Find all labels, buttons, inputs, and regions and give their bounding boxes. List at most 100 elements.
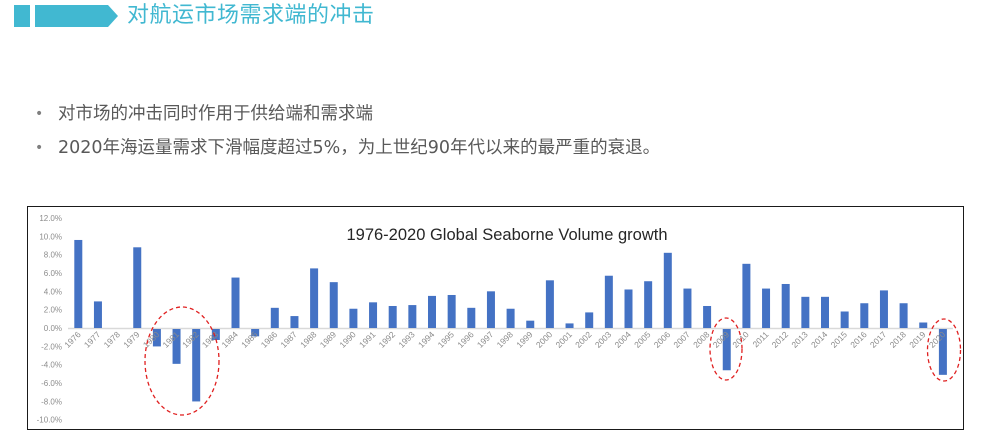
bar-1977 (93, 301, 102, 328)
bullet-item: • 2020年海运量需求下滑幅度超过5%，为上世纪90年代以来的最严重的衰退。 (30, 131, 660, 165)
x-tick-label: 1997 (475, 329, 496, 350)
x-tick-label: 2014 (809, 329, 830, 350)
x-tick-label: 1978 (102, 329, 123, 350)
y-tick-label: 6.0% (44, 269, 62, 278)
bar-2019 (919, 322, 928, 328)
bar-1980 (152, 329, 161, 347)
header-accent-square (14, 5, 30, 27)
x-tick-label: 2017 (868, 329, 889, 350)
x-tick-label: 2013 (789, 329, 810, 350)
bar-1989 (329, 282, 338, 328)
bar-2002 (585, 312, 594, 328)
x-tick-label: 1988 (298, 329, 319, 350)
y-tick-label: 12.0% (39, 214, 62, 223)
bar-1976 (74, 239, 83, 328)
bar-2010 (742, 263, 751, 328)
bar-2005 (644, 281, 653, 328)
x-tick-label: 2006 (652, 329, 673, 350)
y-tick-label: -6.0% (41, 379, 62, 388)
bar-1984 (231, 277, 240, 328)
x-tick-label: 2015 (829, 329, 850, 350)
bullet-text: 对市场的冲击同时作用于供给端和需求端 (58, 104, 373, 124)
y-tick-label: 2.0% (44, 306, 62, 315)
bar-1985 (251, 329, 260, 337)
bar-2017 (879, 290, 888, 328)
bullet-text: 2020年海运量需求下滑幅度超过5%，为上世纪90年代以来的最严重的衰退。 (58, 138, 661, 158)
chart-container: 12.0% 10.0% 8.0% 6.0% 4.0% 2.0% 0.0% -2.0% -4.0%… (27, 206, 964, 430)
bar-1994 (428, 295, 436, 328)
bar-2006 (663, 252, 672, 328)
bar-1988 (310, 268, 319, 328)
x-tick-label: 2005 (632, 329, 653, 350)
bar-1986 (270, 307, 279, 328)
bar-1990 (349, 308, 358, 328)
bar-1991 (369, 302, 378, 328)
x-tick-label: 1976 (62, 329, 83, 350)
x-tick-label: 1977 (82, 329, 103, 350)
bar-1983 (211, 329, 220, 341)
bullet-list: • 对市场的冲击同时作用于供给端和需求端 • 2020年海运量需求下滑幅度超过5%，… (30, 97, 660, 165)
x-tick-label: 1996 (455, 329, 476, 350)
x-tick-label: 1999 (514, 329, 535, 350)
y-tick-label: 8.0% (44, 251, 62, 260)
bar-1993 (408, 305, 417, 328)
bar-2001 (565, 323, 574, 328)
page-title: 对航运市场需求端的冲击 (127, 3, 375, 28)
highlight-ellipse (926, 318, 962, 382)
x-tick-label: 2007 (671, 329, 692, 350)
y-axis: 12.0% 10.0% 8.0% 6.0% 4.0% 2.0% 0.0% -2.0% -4.0%… (37, 214, 62, 425)
x-tick-label: 2002 (573, 329, 594, 350)
bullet-dot-icon: • (35, 140, 44, 156)
bullet-item: • 对市场的冲击同时作用于供给端和需求端 (30, 97, 660, 131)
x-tick-label: 2019 (907, 329, 928, 350)
bar-1979 (133, 247, 142, 328)
x-tick-label: 1989 (318, 329, 339, 350)
highlight-annotations (144, 306, 962, 416)
x-tick-label: 1995 (436, 329, 457, 350)
bar-2003 (604, 275, 613, 328)
y-tick-label: -10.0% (37, 416, 62, 425)
bar-2013 (801, 296, 810, 328)
y-tick-label: -8.0% (41, 397, 62, 406)
bar-1997 (486, 291, 495, 328)
bar-chart: 12.0% 10.0% 8.0% 6.0% 4.0% 2.0% 0.0% -2.0% -4.0%… (37, 214, 962, 425)
x-tick-label: 2012 (770, 329, 791, 350)
bar-2014 (821, 296, 829, 328)
bar-2009 (722, 329, 731, 371)
bar-2018 (899, 303, 908, 328)
x-tick-label: 1987 (278, 329, 299, 350)
bar-1998 (506, 308, 515, 328)
x-tick-label: 1993 (396, 329, 417, 350)
bar-2016 (860, 303, 869, 328)
highlight-ellipse (709, 317, 743, 381)
bar-2004 (624, 289, 633, 328)
x-tick-label: 1986 (259, 329, 280, 350)
bar-1992 (388, 305, 397, 328)
bar-1982 (192, 329, 201, 402)
x-tick-label: 2016 (848, 329, 869, 350)
x-tick-label: 2011 (750, 329, 770, 349)
x-tick-label: 2003 (593, 329, 614, 350)
bar-1999 (526, 320, 535, 328)
x-tick-label: 1998 (495, 329, 516, 350)
x-tick-label: 1979 (121, 329, 142, 350)
x-tick-label: 2008 (691, 329, 712, 350)
x-tick-label: 2004 (612, 329, 633, 350)
x-tick-label: 1990 (337, 329, 358, 350)
bullet-dot-icon: • (35, 106, 44, 122)
chart-title: 1976-2020 Global Seaborne Volume growth (346, 226, 667, 244)
bar-2007 (683, 288, 692, 328)
bar-2011 (762, 288, 771, 328)
x-tick-label: 2018 (888, 329, 909, 350)
bar-1981 (172, 329, 181, 364)
x-tick-label: 1994 (416, 329, 437, 350)
bar-1987 (290, 316, 299, 328)
y-tick-label: -2.0% (41, 342, 62, 351)
bar-2020 (938, 329, 947, 375)
bar-series (74, 239, 947, 402)
highlight-ellipse (144, 306, 220, 416)
x-tick-label: 1991 (357, 329, 378, 350)
y-tick-label: 10.0% (39, 232, 62, 241)
x-tick-label: 1992 (377, 329, 398, 350)
x-tick-label: 2001 (554, 329, 575, 350)
